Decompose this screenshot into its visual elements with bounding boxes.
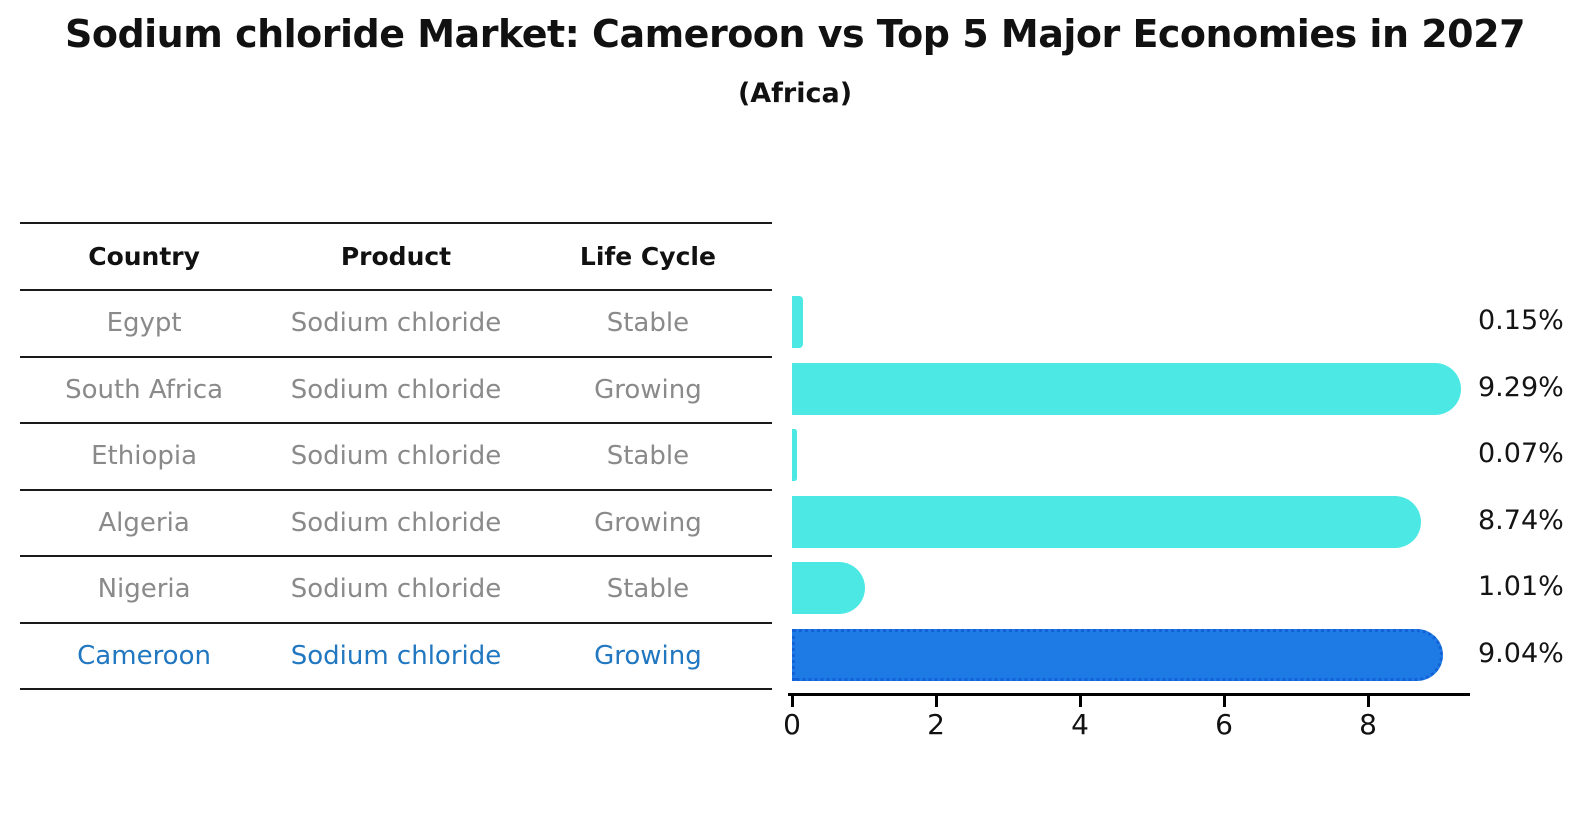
x-tick-label: 0 (783, 708, 801, 741)
x-tick-label: 2 (927, 708, 945, 741)
bar-cameroon (792, 628, 1443, 681)
cell-lifecycle: Growing (594, 507, 702, 538)
x-tick-label: 8 (1359, 708, 1377, 741)
cell-product: Sodium chloride (290, 574, 502, 605)
cell-product: Sodium chloride (290, 308, 502, 339)
col-header-product: Product (340, 242, 452, 271)
table-row: Cameroon Sodium chloride Growing (20, 624, 772, 690)
table-row: Algeria Sodium chloride Growing (20, 491, 772, 557)
cell-country: Ethiopia (91, 441, 198, 472)
cell-lifecycle: Stable (606, 574, 690, 605)
x-tick (934, 695, 938, 707)
table-row: Ethiopia Sodium chloride Stable (20, 424, 772, 491)
cell-product: Sodium chloride (290, 640, 502, 671)
x-tick (1222, 695, 1226, 707)
bar-algeria (792, 495, 1422, 548)
bar-nigeria (792, 562, 865, 615)
chart-subtitle: (Africa) (737, 78, 853, 109)
table-row: Nigeria Sodium chloride Stable (20, 557, 772, 624)
cell-country: Nigeria (97, 574, 191, 605)
value-label-cameroon: 9.04% (1478, 637, 1564, 669)
value-label-nigeria: 1.01% (1478, 571, 1564, 603)
chart-title: Sodium chloride Market: Cameroon vs Top … (64, 12, 1526, 56)
country-table: Country Product Life Cycle Egypt Sodium … (20, 222, 772, 690)
bar-ethiopia (792, 429, 798, 482)
x-tick (790, 695, 794, 707)
table-row: Egypt Sodium chloride Stable (20, 291, 772, 358)
cell-product: Sodium chloride (290, 441, 502, 472)
table-body: Egypt Sodium chloride Stable South Afric… (20, 291, 772, 690)
table-header-row: Country Product Life Cycle (20, 222, 772, 291)
bar-egypt (792, 296, 803, 349)
col-header-country: Country (88, 242, 200, 271)
col-header-lifecycle: Life Cycle (579, 242, 716, 271)
cell-country: Egypt (106, 308, 182, 339)
cell-country: Algeria (98, 507, 190, 538)
value-label-south-africa: 9.29% (1478, 371, 1564, 403)
x-tick (1078, 695, 1082, 707)
bar-south-africa (792, 362, 1461, 415)
value-label-egypt: 0.15% (1478, 305, 1564, 337)
table-row: South Africa Sodium chloride Growing (20, 358, 772, 424)
x-axis-line (788, 693, 1470, 696)
x-tick-label: 6 (1215, 708, 1233, 741)
cell-lifecycle: Growing (594, 374, 702, 405)
cell-country: Cameroon (77, 640, 211, 671)
value-label-ethiopia: 0.07% (1478, 438, 1564, 470)
cell-lifecycle: Stable (606, 308, 690, 339)
x-tick (1366, 695, 1370, 707)
value-label-algeria: 8.74% (1478, 504, 1564, 536)
cell-product: Sodium chloride (290, 374, 502, 405)
cell-product: Sodium chloride (290, 507, 502, 538)
x-tick-label: 4 (1071, 708, 1089, 741)
cell-lifecycle: Stable (606, 441, 690, 472)
cell-lifecycle: Growing (594, 640, 702, 671)
cell-country: South Africa (65, 374, 224, 405)
